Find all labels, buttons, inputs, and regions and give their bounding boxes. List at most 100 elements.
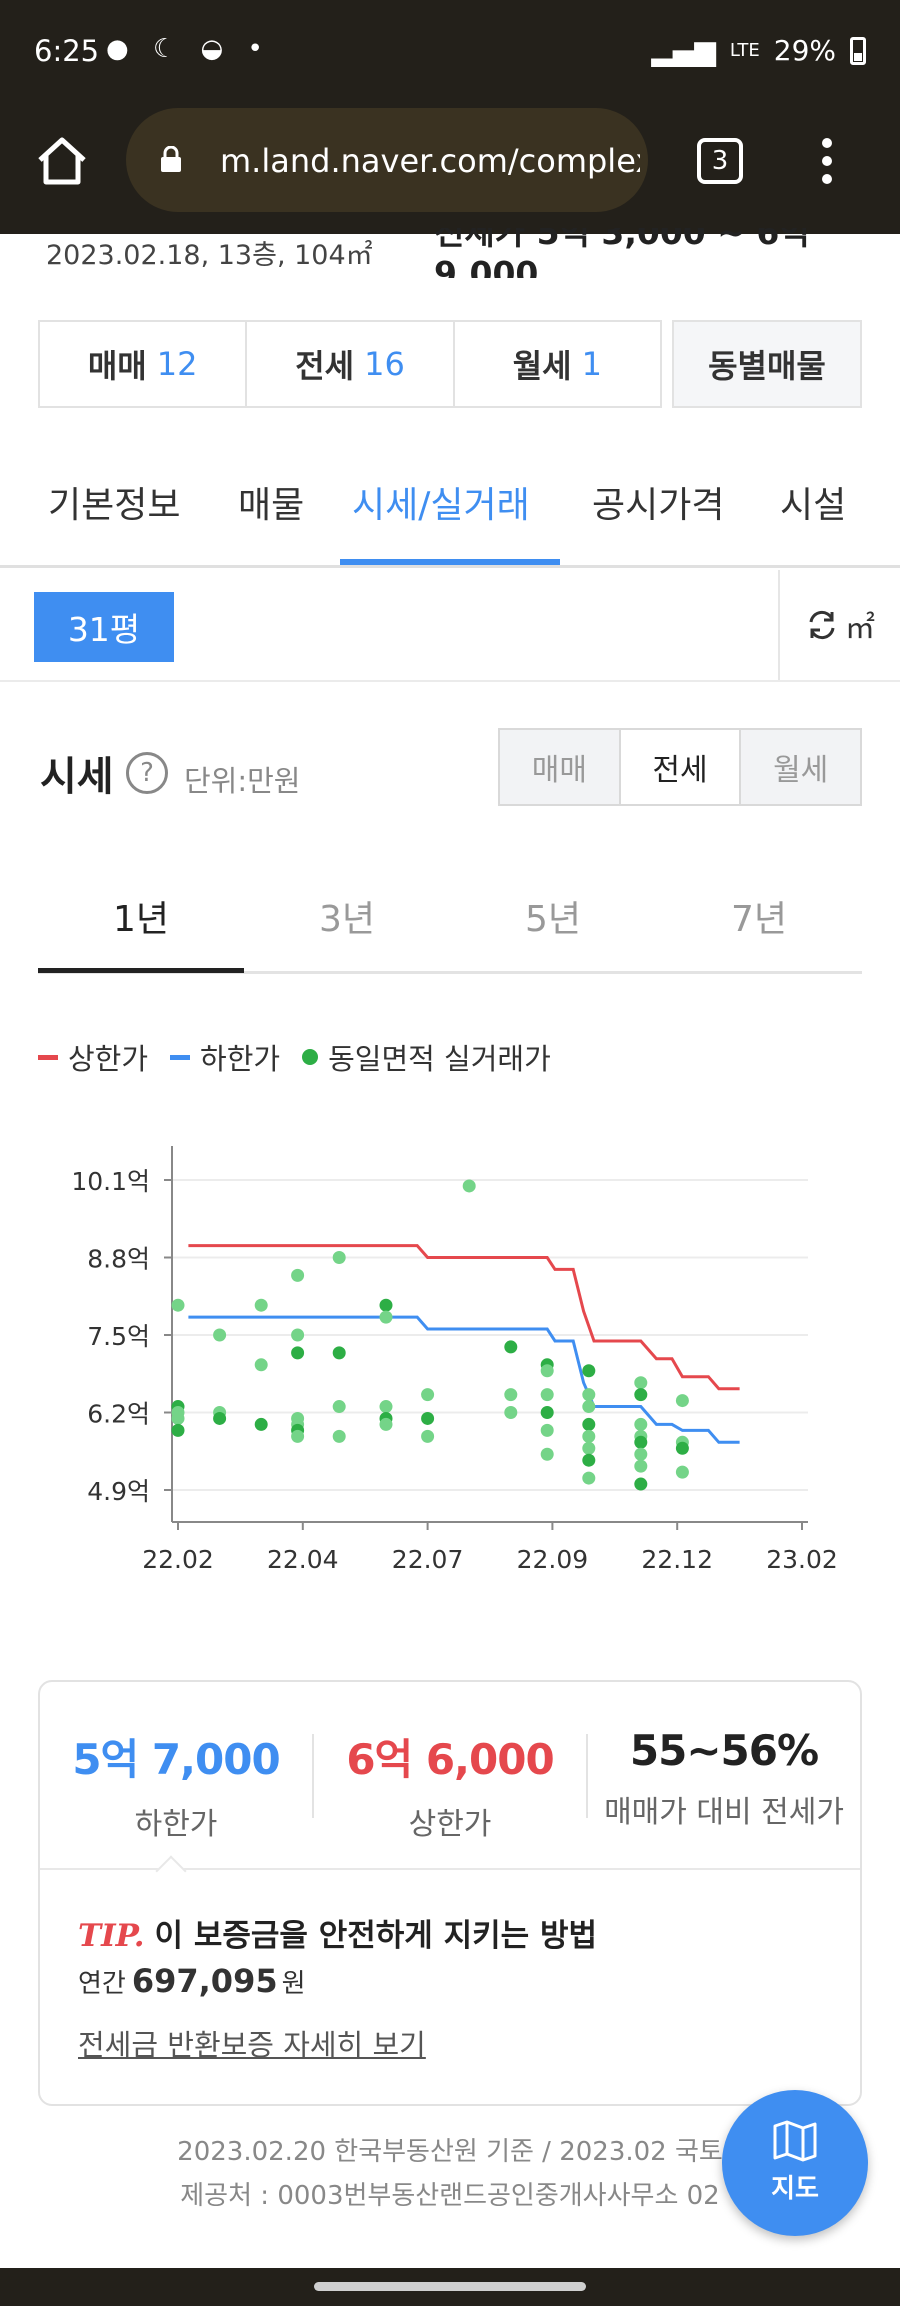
actual-deal-point: [213, 1328, 227, 1342]
unit-label: ㎡: [845, 611, 875, 646]
chart-legend: 상한가 하한가 동일면적 실거래가: [38, 1036, 551, 1078]
y-tick-label: 7.5억: [87, 1322, 150, 1351]
trade-tab-label: 월세: [512, 347, 572, 385]
map-button[interactable]: 지도: [722, 2090, 868, 2236]
status-bar: 6:25 ● ☾ ◒ • ▂▄▆ LTE 29%: [0, 0, 900, 100]
y-tick-label: 6.2억: [87, 1400, 150, 1429]
legend-upper-swatch: [38, 1054, 58, 1060]
period-tabs: 1년 3년 5년 7년: [38, 880, 862, 974]
notification-icons: ● ☾ ◒ •: [106, 34, 271, 64]
actual-deal-point: [254, 1358, 268, 1372]
browser-toolbar: m.land.naver.com/complex/ 3: [0, 100, 900, 234]
tab-official-price[interactable]: 공시가격: [592, 485, 725, 526]
x-tick-label: 22.09: [517, 1545, 589, 1574]
actual-deal-point: [504, 1388, 518, 1402]
upper-price-label: 상한가: [408, 1807, 492, 1842]
help-icon[interactable]: ?: [126, 752, 168, 794]
trade-tab-count: 12: [156, 345, 198, 383]
actual-deal-point: [291, 1268, 305, 1282]
period-tab-1y[interactable]: 1년: [112, 899, 170, 940]
jeonse-range: 전세가 5억 3,000 ~ 6억 9,000: [434, 228, 810, 278]
y-tick-label: 4.9억: [87, 1477, 150, 1506]
tab-basic-info[interactable]: 기본정보: [48, 485, 181, 526]
overflow-menu-icon[interactable]: [812, 138, 842, 188]
actual-deal-point: [675, 1465, 689, 1479]
period-active-indicator: [38, 968, 244, 973]
trade-tab-label: 전세: [295, 347, 355, 385]
price-type-jeonse[interactable]: 전세: [620, 730, 742, 804]
annual-unit: 원: [281, 1969, 306, 1999]
legend-lower-label: 하한가: [200, 1042, 281, 1076]
home-icon[interactable]: [32, 130, 92, 190]
trade-tab-monthly[interactable]: 월세 1: [455, 322, 660, 406]
trade-tab-jeonse[interactable]: 전세 16: [247, 322, 455, 406]
actual-deal-point: [504, 1406, 518, 1419]
lower-price-value: 5억 7,000: [72, 1735, 280, 1784]
actual-deal-point: [582, 1471, 596, 1485]
network-label: LTE: [729, 40, 760, 61]
price-type-monthly[interactable]: 월세: [773, 753, 829, 788]
tip-text: 이 보증금을 안전하게 지키는 방법: [154, 1918, 597, 1954]
tab-listings[interactable]: 매물: [238, 485, 305, 526]
data-source-footer: 2023.02.20 한국부동산원 기준 / 2023.02 국토 제공처 : …: [0, 2130, 900, 2218]
area-button-31py[interactable]: 31평: [34, 592, 174, 662]
actual-deal-point: [379, 1400, 393, 1414]
price-unit-label: 단위:만원: [184, 764, 301, 798]
actual-deal-point: [582, 1441, 596, 1455]
actual-deal-point: [675, 1441, 689, 1455]
period-tab-7y[interactable]: 7년: [730, 899, 788, 940]
refresh-icon: [809, 610, 835, 640]
guarantee-details-link[interactable]: 전세금 반환보증 자세히 보기: [78, 2028, 426, 2062]
actual-deal-point: [332, 1400, 346, 1414]
tab-switcher-button[interactable]: 3: [697, 138, 743, 184]
actual-deal-point: [634, 1376, 648, 1390]
x-tick-label: 22.02: [142, 1545, 214, 1574]
period-tab-3y[interactable]: 3년: [318, 899, 376, 940]
actual-deal-point: [332, 1346, 346, 1360]
actual-deal-point: [504, 1340, 518, 1354]
price-type-selector: 매매 전세 월세: [498, 728, 862, 806]
recent-deal-info: 2023.02.18, 13층, 104㎡: [46, 240, 373, 271]
actual-deal-point: [540, 1447, 554, 1461]
status-time: 6:25: [34, 34, 100, 68]
status-right: ▂▄▆ LTE 29%: [651, 34, 866, 67]
tab-price-deals[interactable]: 시세/실거래: [352, 485, 530, 526]
actual-deal-point: [171, 1298, 185, 1312]
tip-prefix: TIP.: [78, 1918, 145, 1954]
actual-deal-point: [582, 1453, 596, 1467]
actual-deal-point: [582, 1400, 596, 1414]
actual-deal-point: [634, 1477, 648, 1491]
map-icon: [773, 2120, 817, 2162]
legend-actual-label: 동일면적 실거래가: [328, 1042, 551, 1076]
actual-deal-point: [582, 1429, 596, 1443]
gesture-handle: [314, 2282, 586, 2291]
tab-facilities[interactable]: 시설: [780, 485, 847, 526]
tip-headline: TIP. 이 보증금을 안전하게 지키는 방법: [78, 1910, 597, 1955]
summary-stats: 5억 7,000 하한가 6억 6,000 상한가 55~56% 매매가 대비 …: [40, 1682, 860, 1870]
trade-tab-sale[interactable]: 매매 12: [40, 322, 248, 406]
price-type-sale[interactable]: 매매: [500, 730, 621, 804]
stat-divider: [586, 1734, 588, 1818]
url-text: m.land.naver.com/complex/: [220, 142, 640, 180]
address-bar[interactable]: m.land.naver.com/complex/: [126, 108, 648, 212]
source-line-1: 2023.02.20 한국부동산원 기준 / 2023.02 국토: [177, 2137, 723, 2167]
actual-deal-point: [634, 1447, 648, 1461]
actual-deal-point: [171, 1423, 185, 1437]
actual-deal-point: [291, 1328, 305, 1342]
period-tab-5y[interactable]: 5년: [524, 899, 582, 940]
annual-amount: 697,095: [131, 1962, 278, 2000]
stat-lower: 5억 7,000 하한가: [40, 1682, 312, 1868]
area-selector-row: 31평 ㎡: [0, 570, 900, 682]
dong-listing-button[interactable]: 동별매물: [672, 320, 862, 408]
ratio-label: 매매가 대비 전세가: [604, 1795, 844, 1830]
actual-deal-point: [332, 1251, 346, 1264]
y-tick-label: 8.8억: [87, 1245, 150, 1274]
actual-deal-point: [634, 1388, 648, 1402]
actual-deal-point: [379, 1298, 393, 1312]
actual-deal-point: [421, 1388, 435, 1402]
stat-ratio: 55~56% 매매가 대비 전세가: [588, 1682, 860, 1868]
map-button-label: 지도: [771, 2174, 819, 2204]
unit-toggle-button[interactable]: ㎡: [778, 570, 900, 680]
annual-label: 연간: [78, 1969, 126, 1999]
actual-deal-point: [634, 1435, 648, 1449]
